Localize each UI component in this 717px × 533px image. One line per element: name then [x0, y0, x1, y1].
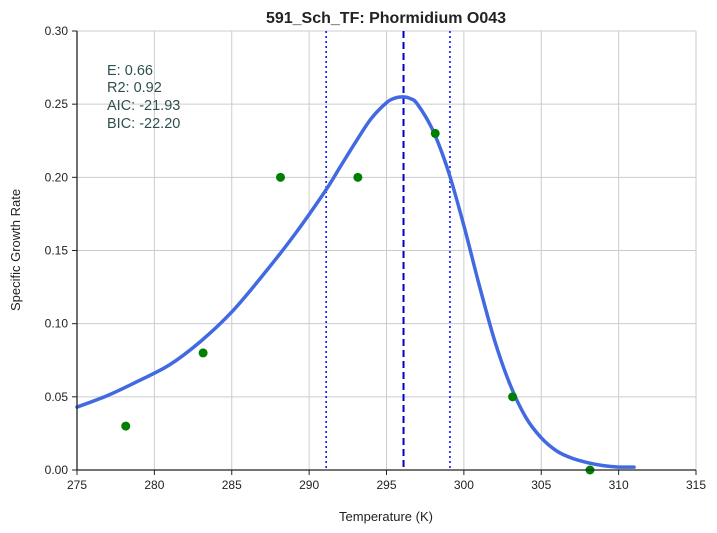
data-point [275, 172, 285, 182]
x-tick-label: 280 [144, 478, 164, 492]
data-point [430, 128, 440, 138]
data-point [198, 348, 208, 358]
y-axis-label: Specific Growth Rate [8, 189, 23, 311]
y-tick-label: 0.00 [45, 463, 69, 477]
fit-statistics: E: 0.66 R2: 0.92 AIC: -21.93 BIC: -22.20 [107, 63, 180, 132]
x-tick-label: 285 [222, 478, 242, 492]
x-tick-label: 305 [531, 478, 551, 492]
y-tick-label: 0.15 [45, 244, 69, 258]
fit-curve [75, 95, 636, 469]
x-ticks: 275 280 285 290 295 300 305 310 315 [67, 470, 706, 492]
x-tick-label: 295 [376, 478, 396, 492]
stat-bic: BIC: -22.20 [107, 116, 180, 132]
x-tick-label: 310 [609, 478, 629, 492]
y-tick-label: 0.25 [45, 97, 69, 111]
y-tick-label: 0.20 [45, 170, 69, 184]
y-ticks: 0.00 0.05 0.10 0.15 0.20 0.25 0.30 [45, 24, 77, 477]
data-points [121, 128, 595, 475]
y-tick-label: 0.30 [45, 24, 69, 38]
data-point [121, 421, 131, 431]
y-tick-label: 0.10 [45, 317, 69, 331]
x-tick-label: 290 [299, 478, 319, 492]
y-tick-label: 0.05 [45, 390, 69, 404]
x-tick-label: 275 [67, 478, 87, 492]
fit-curve-layer [75, 95, 636, 469]
data-point [353, 172, 363, 182]
x-tick-label: 315 [686, 478, 706, 492]
stat-aic: AIC: -21.93 [107, 98, 180, 114]
x-tick-label: 300 [454, 478, 474, 492]
grid-lines [76, 30, 697, 471]
stat-e: E: 0.66 [107, 63, 153, 79]
x-axis-label: Temperature (K) [339, 509, 433, 524]
reference-lines [325, 31, 451, 470]
data-point [508, 392, 518, 402]
chart-title: 591_Sch_TF: Phormidium O043 [266, 10, 506, 27]
stat-r2: R2: 0.92 [107, 80, 162, 96]
